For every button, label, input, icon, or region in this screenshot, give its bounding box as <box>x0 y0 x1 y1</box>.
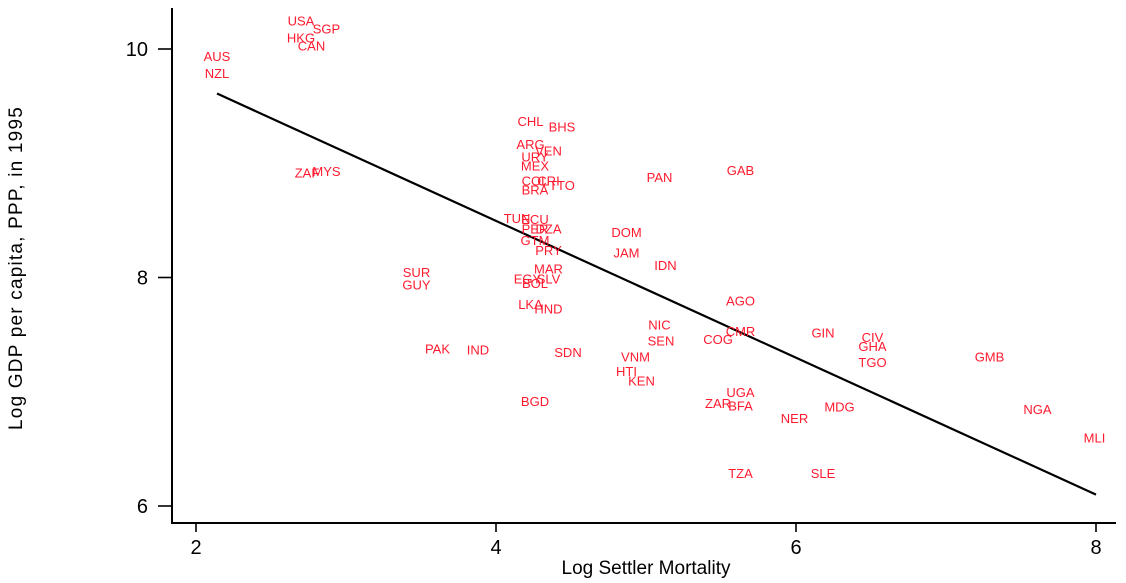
point-label-tto: TTO <box>549 178 575 193</box>
point-label-nic: NIC <box>648 317 670 332</box>
x-tick-label: 8 <box>1090 537 1101 559</box>
point-label-sdn: SDN <box>554 345 581 360</box>
point-label-ken: KEN <box>628 373 655 388</box>
point-label-jam: JAM <box>614 245 640 260</box>
point-label-per: PER <box>522 221 549 236</box>
point-label-mex: MEX <box>521 159 550 174</box>
x-tick-label: 2 <box>190 537 201 559</box>
point-label-bfa: BFA <box>728 398 753 413</box>
point-label-ecu: ECU <box>521 212 548 227</box>
point-label-bol: BOL <box>522 276 548 291</box>
point-label-can: CAN <box>298 39 325 54</box>
point-label-gin: GIN <box>811 325 834 340</box>
point-label-sur: SUR <box>403 265 430 280</box>
point-label-mys: MYS <box>312 164 341 179</box>
point-label-bra: BRA <box>522 183 549 198</box>
point-label-hkg: HKG <box>287 31 315 46</box>
point-label-gtm: GTM <box>521 233 550 248</box>
point-label-gha: GHA <box>858 339 887 354</box>
point-label-hnd: HND <box>534 301 562 316</box>
x-axis-title: Log Settler Mortality <box>562 558 731 579</box>
point-label-tza: TZA <box>728 466 753 481</box>
point-label-zar: ZAR <box>705 396 731 411</box>
point-label-uga: UGA <box>726 385 755 400</box>
point-label-tgo: TGO <box>858 355 886 370</box>
point-label-lka: LKA <box>518 297 543 312</box>
point-label-mar: MAR <box>534 261 563 276</box>
point-label-egy: EGY <box>514 272 542 287</box>
point-label-chl: CHL <box>517 114 543 129</box>
point-label-mdg: MDG <box>824 400 854 415</box>
point-label-bhs: BHS <box>549 120 576 135</box>
y-tick-label: 8 <box>137 268 148 290</box>
point-label-nga: NGA <box>1023 402 1052 417</box>
point-label-dom: DOM <box>611 225 641 240</box>
point-label-ner: NER <box>781 411 808 426</box>
point-label-tun: TUN <box>504 211 531 226</box>
point-label-ind: IND <box>467 342 489 357</box>
point-label-sen: SEN <box>648 333 675 348</box>
point-label-guy: GUY <box>402 277 431 292</box>
point-label-vnm: VNM <box>621 349 650 364</box>
point-label-ven: VEN <box>535 144 562 159</box>
point-label-arg: ARG <box>516 137 544 152</box>
regression-line <box>216 92 1097 496</box>
point-label-cog: COG <box>703 332 733 347</box>
point-label-zaf: ZAF <box>295 165 320 180</box>
y-tick-label: 10 <box>126 39 148 61</box>
point-label-gmb: GMB <box>975 349 1005 364</box>
point-label-ury: URY <box>521 149 549 164</box>
point-label-usa: USA <box>288 13 315 28</box>
point-label-slv: SLV <box>537 272 561 287</box>
point-label-civ: CIV <box>862 330 884 345</box>
point-label-idn: IDN <box>654 258 676 273</box>
x-tick-label: 4 <box>490 537 501 559</box>
point-label-pak: PAK <box>425 341 450 356</box>
point-label-sle: SLE <box>811 466 836 481</box>
point-label-ago: AGO <box>726 293 755 308</box>
point-label-cri: CRI <box>537 173 559 188</box>
y-tick-label: 6 <box>137 496 148 518</box>
point-label-nzl: NZL <box>205 66 230 81</box>
point-label-bgd: BGD <box>521 394 549 409</box>
y-ticks: 6 8 10 <box>126 39 172 518</box>
point-label-pan: PAN <box>647 170 673 185</box>
point-label-hti: HTI <box>616 364 637 379</box>
point-label-aus: AUS <box>204 49 231 64</box>
point-label-gab: GAB <box>727 163 754 178</box>
x-tick-label: 6 <box>790 537 801 559</box>
point-label-col: COL <box>522 173 549 188</box>
point-label-pry: PRY <box>535 243 562 258</box>
point-label-sgp: SGP <box>313 21 340 36</box>
point-label-mli: MLI <box>1084 430 1106 445</box>
y-axis-title: Log GDP per capita, PPP, in 1995 <box>6 106 27 430</box>
point-label-dza: DZA <box>536 221 562 236</box>
point-label-cmr: CMR <box>726 324 756 339</box>
x-ticks: 2 4 6 8 <box>190 523 1102 559</box>
